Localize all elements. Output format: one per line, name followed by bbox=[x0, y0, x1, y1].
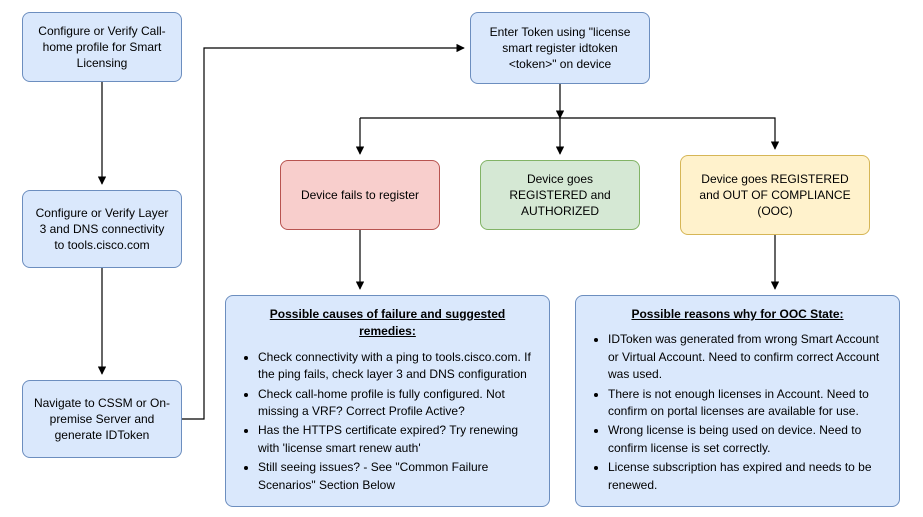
list-item: Has the HTTPS certificate expired? Try r… bbox=[258, 422, 535, 457]
list-item: There is not enough licenses in Account.… bbox=[608, 386, 885, 421]
node-label: Device goes REGISTERED and OUT OF COMPLI… bbox=[691, 171, 859, 220]
node-label: Device goes REGISTERED and AUTHORIZED bbox=[491, 171, 629, 220]
infobox-list: IDToken was generated from wrong Smart A… bbox=[590, 331, 885, 494]
node-label: Configure or Verify Layer 3 and DNS conn… bbox=[33, 205, 171, 254]
node-enter-token: Enter Token using "license smart registe… bbox=[470, 12, 650, 84]
node-label: Configure or Verify Call-home profile fo… bbox=[33, 23, 171, 72]
infobox-heading: Possible reasons why for OOC State: bbox=[590, 306, 885, 323]
infobox-list: Check connectivity with a ping to tools.… bbox=[240, 349, 535, 494]
node-generate-idtoken: Navigate to CSSM or On-premise Server an… bbox=[22, 380, 182, 458]
list-item: Check call-home profile is fully configu… bbox=[258, 386, 535, 421]
list-item: IDToken was generated from wrong Smart A… bbox=[608, 331, 885, 383]
node-label: Enter Token using "license smart registe… bbox=[481, 24, 639, 73]
node-label: Navigate to CSSM or On-premise Server an… bbox=[33, 395, 171, 444]
node-configure-callhome: Configure or Verify Call-home profile fo… bbox=[22, 12, 182, 82]
node-fails-register: Device fails to register bbox=[280, 160, 440, 230]
infobox-failure-causes: Possible causes of failure and suggested… bbox=[225, 295, 550, 507]
node-configure-layer3: Configure or Verify Layer 3 and DNS conn… bbox=[22, 190, 182, 268]
infobox-ooc-reasons: Possible reasons why for OOC State: IDTo… bbox=[575, 295, 900, 507]
infobox-heading: Possible causes of failure and suggested… bbox=[240, 306, 535, 341]
node-out-of-compliance: Device goes REGISTERED and OUT OF COMPLI… bbox=[680, 155, 870, 235]
node-registered-authorized: Device goes REGISTERED and AUTHORIZED bbox=[480, 160, 640, 230]
list-item: Wrong license is being used on device. N… bbox=[608, 422, 885, 457]
list-item: License subscription has expired and nee… bbox=[608, 459, 885, 494]
node-label: Device fails to register bbox=[301, 187, 419, 203]
list-item: Still seeing issues? - See "Common Failu… bbox=[258, 459, 535, 494]
list-item: Check connectivity with a ping to tools.… bbox=[258, 349, 535, 384]
